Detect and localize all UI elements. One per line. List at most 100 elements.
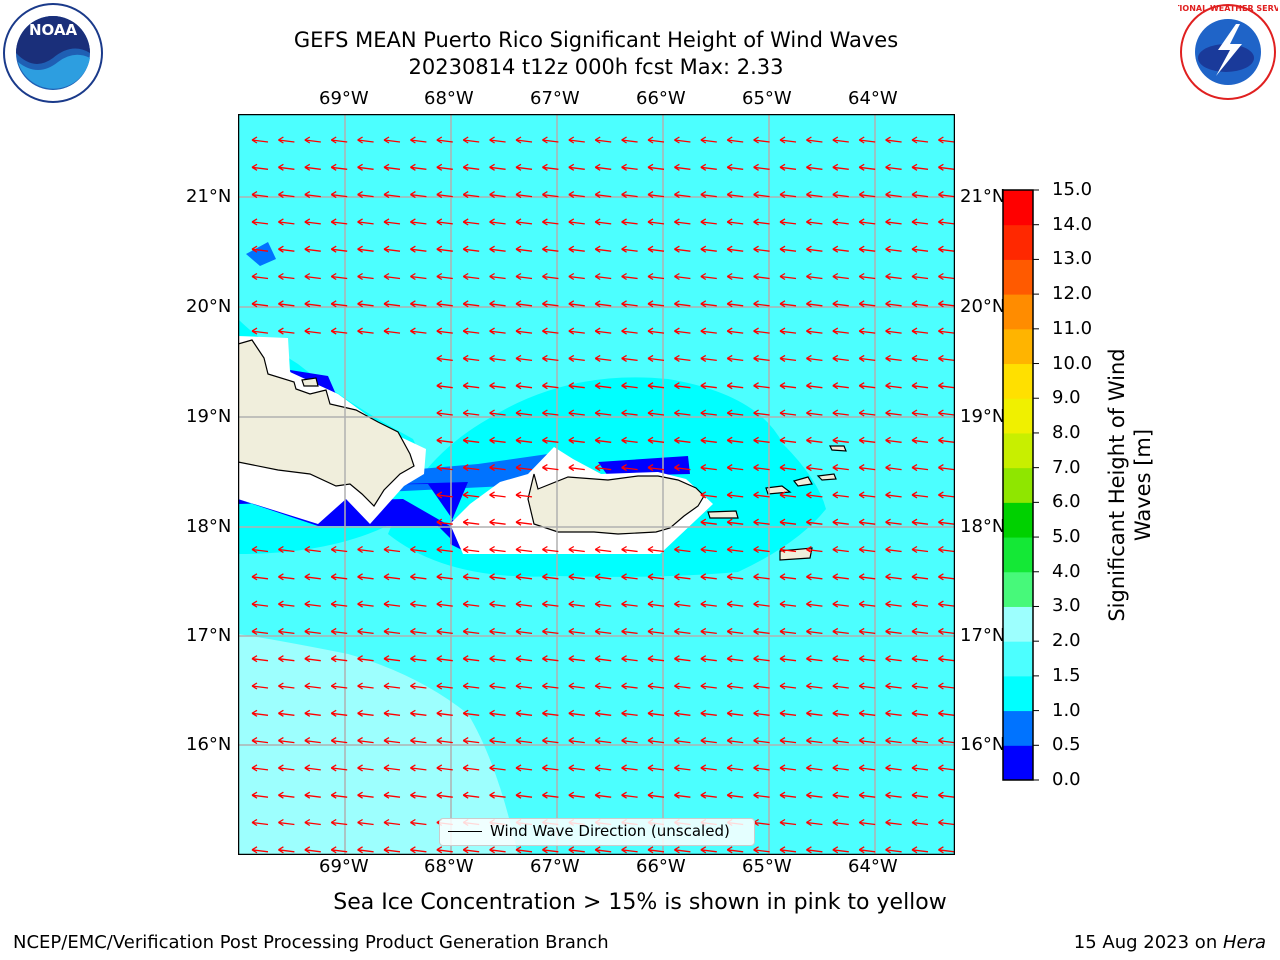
wave-direction-arrow: [594, 136, 612, 144]
lat-label-left-5: 17°N: [186, 625, 232, 646]
wave-direction-arrow: [462, 327, 480, 335]
wave-direction-arrow: [515, 464, 533, 472]
colorbar-segment: [1003, 710, 1033, 746]
wave-direction-arrow: [515, 682, 533, 690]
wave-direction-arrow: [621, 627, 638, 635]
wave-direction-arrow: [489, 354, 506, 362]
wave-direction-arrow: [938, 846, 955, 854]
wave-direction-arrow: [410, 245, 427, 253]
wave-direction-arrow: [779, 245, 797, 253]
wave-direction-arrow: [410, 573, 427, 581]
wave-direction-arrow: [938, 709, 955, 717]
wave-direction-arrow: [304, 655, 321, 663]
wave-direction-arrow: [911, 491, 929, 499]
noaa-logo-text: NOAA: [29, 21, 78, 39]
wave-direction-arrow: [410, 737, 427, 745]
wave-direction-arrow: [383, 655, 401, 663]
wave-direction-arrow: [858, 327, 876, 335]
wave-direction-arrow: [357, 163, 374, 171]
wave-direction-arrow: [858, 409, 876, 417]
wave-direction-arrow: [885, 218, 902, 226]
wave-direction-arrow: [304, 573, 321, 581]
wave-direction-arrow: [357, 846, 374, 854]
wave-direction-arrow: [383, 682, 401, 690]
wave-direction-arrow: [832, 191, 849, 199]
wave-direction-arrow: [753, 655, 770, 663]
wave-direction-arrow: [858, 737, 876, 745]
wave-direction-arrow: [383, 846, 401, 854]
wave-direction-arrow: [330, 791, 348, 799]
wave-direction-arrow: [647, 737, 665, 745]
wave-direction-arrow: [515, 655, 533, 663]
wave-direction-arrow: [436, 191, 453, 199]
wave-direction-arrow: [674, 573, 691, 581]
wave-direction-arrow: [594, 191, 612, 199]
wave-direction-arrow: [436, 655, 453, 663]
wave-direction-arrow: [436, 436, 453, 444]
wave-direction-arrow: [832, 272, 849, 281]
wave-direction-arrow: [594, 218, 612, 226]
wave-direction-arrow: [410, 218, 427, 226]
wave-direction-arrow: [568, 573, 585, 581]
wave-direction-arrow: [911, 545, 929, 554]
wave-direction-arrow: [674, 846, 691, 854]
wave-direction-arrow: [515, 436, 533, 444]
land-mona: [301, 377, 319, 387]
wave-direction-arrow: [462, 600, 480, 608]
wave-direction-arrow: [568, 163, 585, 171]
wave-direction-arrow: [489, 791, 506, 799]
wave-direction-arrow: [674, 764, 691, 772]
wave-direction-arrow: [357, 818, 374, 827]
wave-direction-arrow: [832, 791, 849, 799]
wave-direction-arrow: [542, 163, 559, 171]
wave-direction-arrow: [542, 737, 559, 745]
wave-direction-arrow: [621, 600, 638, 608]
wave-direction-arrow: [753, 737, 770, 745]
wave-direction-arrow: [330, 737, 348, 745]
wave-direction-arrow: [832, 300, 849, 308]
wave-direction-arrow: [726, 846, 744, 854]
wave-direction-arrow: [806, 218, 823, 226]
wave-direction-arrow: [489, 518, 506, 526]
wave-direction-arrow: [410, 327, 427, 335]
wave-direction-arrow: [885, 409, 902, 417]
lat-label-left-4: 18°N: [186, 516, 232, 537]
wave-direction-arrow: [410, 627, 427, 635]
wave-direction-arrow: [806, 191, 823, 199]
wave-direction-arrow: [938, 600, 955, 608]
wave-direction-arrow: [885, 737, 902, 745]
wave-direction-arrow: [489, 491, 506, 499]
wave-direction-arrow: [858, 191, 876, 199]
wave-direction-arrow: [700, 682, 717, 690]
wave-direction-arrow: [753, 327, 770, 335]
wave-direction-arrow: [674, 709, 691, 717]
wave-direction-arrow: [594, 245, 612, 253]
wave-direction-arrow: [304, 218, 321, 226]
wave-direction-arrow: [357, 218, 374, 226]
wave-direction-arrow: [779, 764, 797, 772]
wave-direction-arrow: [489, 136, 506, 144]
wave-direction-arrow: [753, 545, 770, 554]
wave-direction-arrow: [700, 354, 717, 362]
wave-direction-arrow: [674, 600, 691, 608]
colorbar-segment: [1003, 571, 1033, 607]
wave-direction-arrow: [700, 163, 717, 171]
colorbar-tick-label: 3.0: [1052, 595, 1081, 617]
wave-direction-arrow: [938, 327, 955, 335]
wave-direction-arrow: [700, 136, 717, 144]
wave-direction-arrow: [462, 191, 480, 199]
wave-direction-arrow: [515, 245, 533, 253]
wave-direction-arrow: [726, 709, 744, 717]
wave-direction-arrow: [436, 600, 453, 608]
wave-direction-arrow: [911, 846, 929, 854]
colorbar-segment: [1003, 328, 1033, 365]
wave-direction-arrow: [515, 327, 533, 335]
wave-direction-arrow: [753, 354, 770, 362]
wave-direction-arrow: [251, 682, 269, 690]
wave-direction-arrow: [938, 300, 955, 308]
wave-direction-arrow: [542, 709, 559, 717]
wave-direction-arrow: [753, 163, 770, 171]
noaa-logo-icon: NOAA: [2, 2, 104, 104]
wave-direction-arrow: [647, 218, 665, 226]
wave-direction-arrow: [806, 354, 823, 362]
